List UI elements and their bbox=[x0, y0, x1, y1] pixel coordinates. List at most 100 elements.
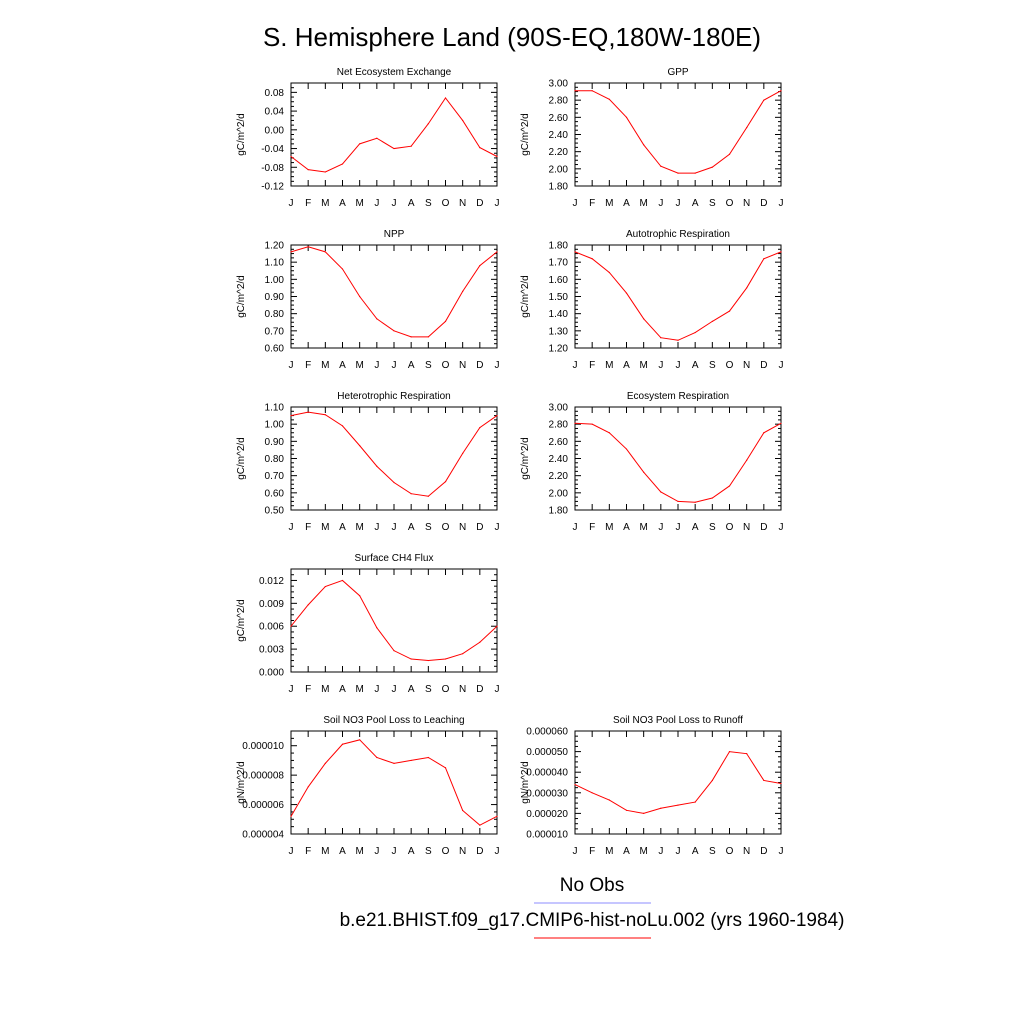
y-tick-label: 1.10 bbox=[265, 258, 285, 269]
series-line bbox=[574, 251, 782, 341]
x-tick-label: J bbox=[779, 522, 784, 533]
data-point bbox=[694, 331, 696, 334]
data-point bbox=[660, 491, 662, 493]
chart-title: Autotrophic Respiration bbox=[626, 229, 730, 240]
data-point bbox=[410, 759, 412, 762]
x-tick-label: J bbox=[573, 846, 578, 857]
data-point bbox=[393, 650, 395, 652]
data-point bbox=[307, 411, 309, 413]
data-point bbox=[677, 500, 679, 503]
y-tick-label: 0.00 bbox=[265, 125, 285, 136]
data-point bbox=[728, 310, 731, 312]
x-tick-label: N bbox=[743, 198, 750, 209]
chart-title: Soil NO3 Pool Loss to Leaching bbox=[323, 715, 464, 726]
series-line bbox=[290, 97, 498, 173]
plot-frame bbox=[290, 82, 498, 187]
y-axis-label: gC/m^2/d bbox=[236, 113, 247, 156]
chart-title: Heterotrophic Respiration bbox=[337, 391, 450, 402]
x-tick-label: M bbox=[321, 198, 329, 209]
y-tick-label: 0.80 bbox=[265, 309, 285, 320]
data-point bbox=[711, 166, 713, 168]
x-tick-label: O bbox=[442, 198, 450, 209]
data-point bbox=[324, 585, 326, 588]
x-tick-label: D bbox=[760, 198, 767, 209]
y-tick-label: 0.000030 bbox=[526, 788, 568, 799]
x-tick-label: F bbox=[305, 522, 311, 533]
data-point bbox=[410, 336, 412, 338]
x-tick-label: J bbox=[573, 198, 578, 209]
y-tick-label: 3.00 bbox=[549, 403, 569, 414]
y-tick-label: 1.50 bbox=[549, 292, 569, 303]
x-tick-label: O bbox=[726, 522, 734, 533]
y-axis-label: gC/m^2/d bbox=[236, 275, 247, 318]
data-point bbox=[763, 258, 765, 260]
y-tick-label: 0.90 bbox=[265, 437, 285, 448]
data-point bbox=[479, 147, 481, 149]
data-point bbox=[746, 127, 748, 129]
x-tick-label: M bbox=[321, 522, 329, 533]
x-tick-label: J bbox=[289, 522, 294, 533]
x-tick-label: M bbox=[355, 522, 363, 533]
data-point bbox=[359, 295, 361, 298]
y-tick-label: 0.70 bbox=[265, 471, 285, 482]
x-tick-label: S bbox=[709, 846, 716, 857]
y-tick-label: 1.80 bbox=[549, 182, 569, 193]
data-point bbox=[608, 271, 610, 274]
x-tick-label: M bbox=[355, 846, 363, 857]
data-point bbox=[591, 423, 593, 425]
x-tick-label: A bbox=[339, 360, 346, 371]
chart-panel: Soil NO3 Pool Loss to LeachinggN/m^2/d0.… bbox=[236, 715, 500, 857]
y-tick-label: 2.60 bbox=[549, 437, 569, 448]
y-tick-label: 0.000 bbox=[259, 668, 284, 679]
x-tick-label: M bbox=[321, 684, 329, 695]
x-tick-label: D bbox=[476, 198, 483, 209]
chart-panel: GPP gC/m^2/d 1.80 2.00 2.20 2.40 2.60 2.80 3.00 J… bbox=[520, 67, 784, 209]
x-tick-label: O bbox=[442, 360, 450, 371]
x-tick-label: S bbox=[425, 360, 432, 371]
x-tick-label: A bbox=[623, 846, 630, 857]
data-point bbox=[694, 172, 696, 174]
data-point bbox=[479, 265, 481, 267]
data-point bbox=[427, 495, 429, 497]
chart-title: GPP bbox=[667, 67, 688, 78]
x-tick-label: N bbox=[459, 846, 466, 857]
x-tick-label: A bbox=[408, 360, 415, 371]
data-point bbox=[290, 414, 292, 417]
x-tick-label: F bbox=[589, 522, 595, 533]
data-point bbox=[574, 783, 576, 786]
data-point bbox=[427, 659, 429, 662]
data-point bbox=[643, 318, 645, 320]
y-tick-label: 0.80 bbox=[265, 454, 285, 465]
data-point bbox=[677, 804, 679, 806]
data-point bbox=[359, 739, 361, 741]
chart-panel: Heterotrophic Respiration gC/m^2/d 0.50 0.6… bbox=[236, 391, 500, 533]
x-tick-label: J bbox=[658, 198, 663, 209]
data-point bbox=[625, 809, 628, 811]
y-tick-label: 0.50 bbox=[265, 506, 285, 517]
data-point bbox=[462, 119, 464, 122]
x-tick-label: A bbox=[408, 198, 415, 209]
data-point bbox=[660, 337, 662, 339]
data-point bbox=[290, 625, 292, 627]
legend-obs-label: No Obs bbox=[560, 875, 624, 896]
chart-title: Soil NO3 Pool Loss to Runoff bbox=[613, 715, 743, 726]
plot-frame bbox=[574, 406, 782, 511]
data-point bbox=[574, 422, 576, 424]
x-tick-label: D bbox=[476, 846, 483, 857]
y-tick-label: 2.00 bbox=[549, 488, 569, 499]
x-tick-label: O bbox=[726, 846, 734, 857]
y-tick-label: 0.000050 bbox=[526, 747, 568, 758]
data-point bbox=[746, 287, 748, 289]
x-tick-label: A bbox=[692, 198, 699, 209]
data-point bbox=[496, 625, 498, 627]
data-point bbox=[591, 90, 593, 92]
x-tick-label: S bbox=[425, 684, 432, 695]
x-tick-label: J bbox=[374, 198, 379, 209]
data-point bbox=[359, 445, 361, 447]
data-point bbox=[393, 762, 395, 764]
data-point bbox=[307, 169, 309, 171]
data-point bbox=[479, 427, 481, 429]
x-tick-label: O bbox=[726, 360, 734, 371]
data-point bbox=[376, 756, 378, 759]
x-tick-label: M bbox=[639, 360, 647, 371]
